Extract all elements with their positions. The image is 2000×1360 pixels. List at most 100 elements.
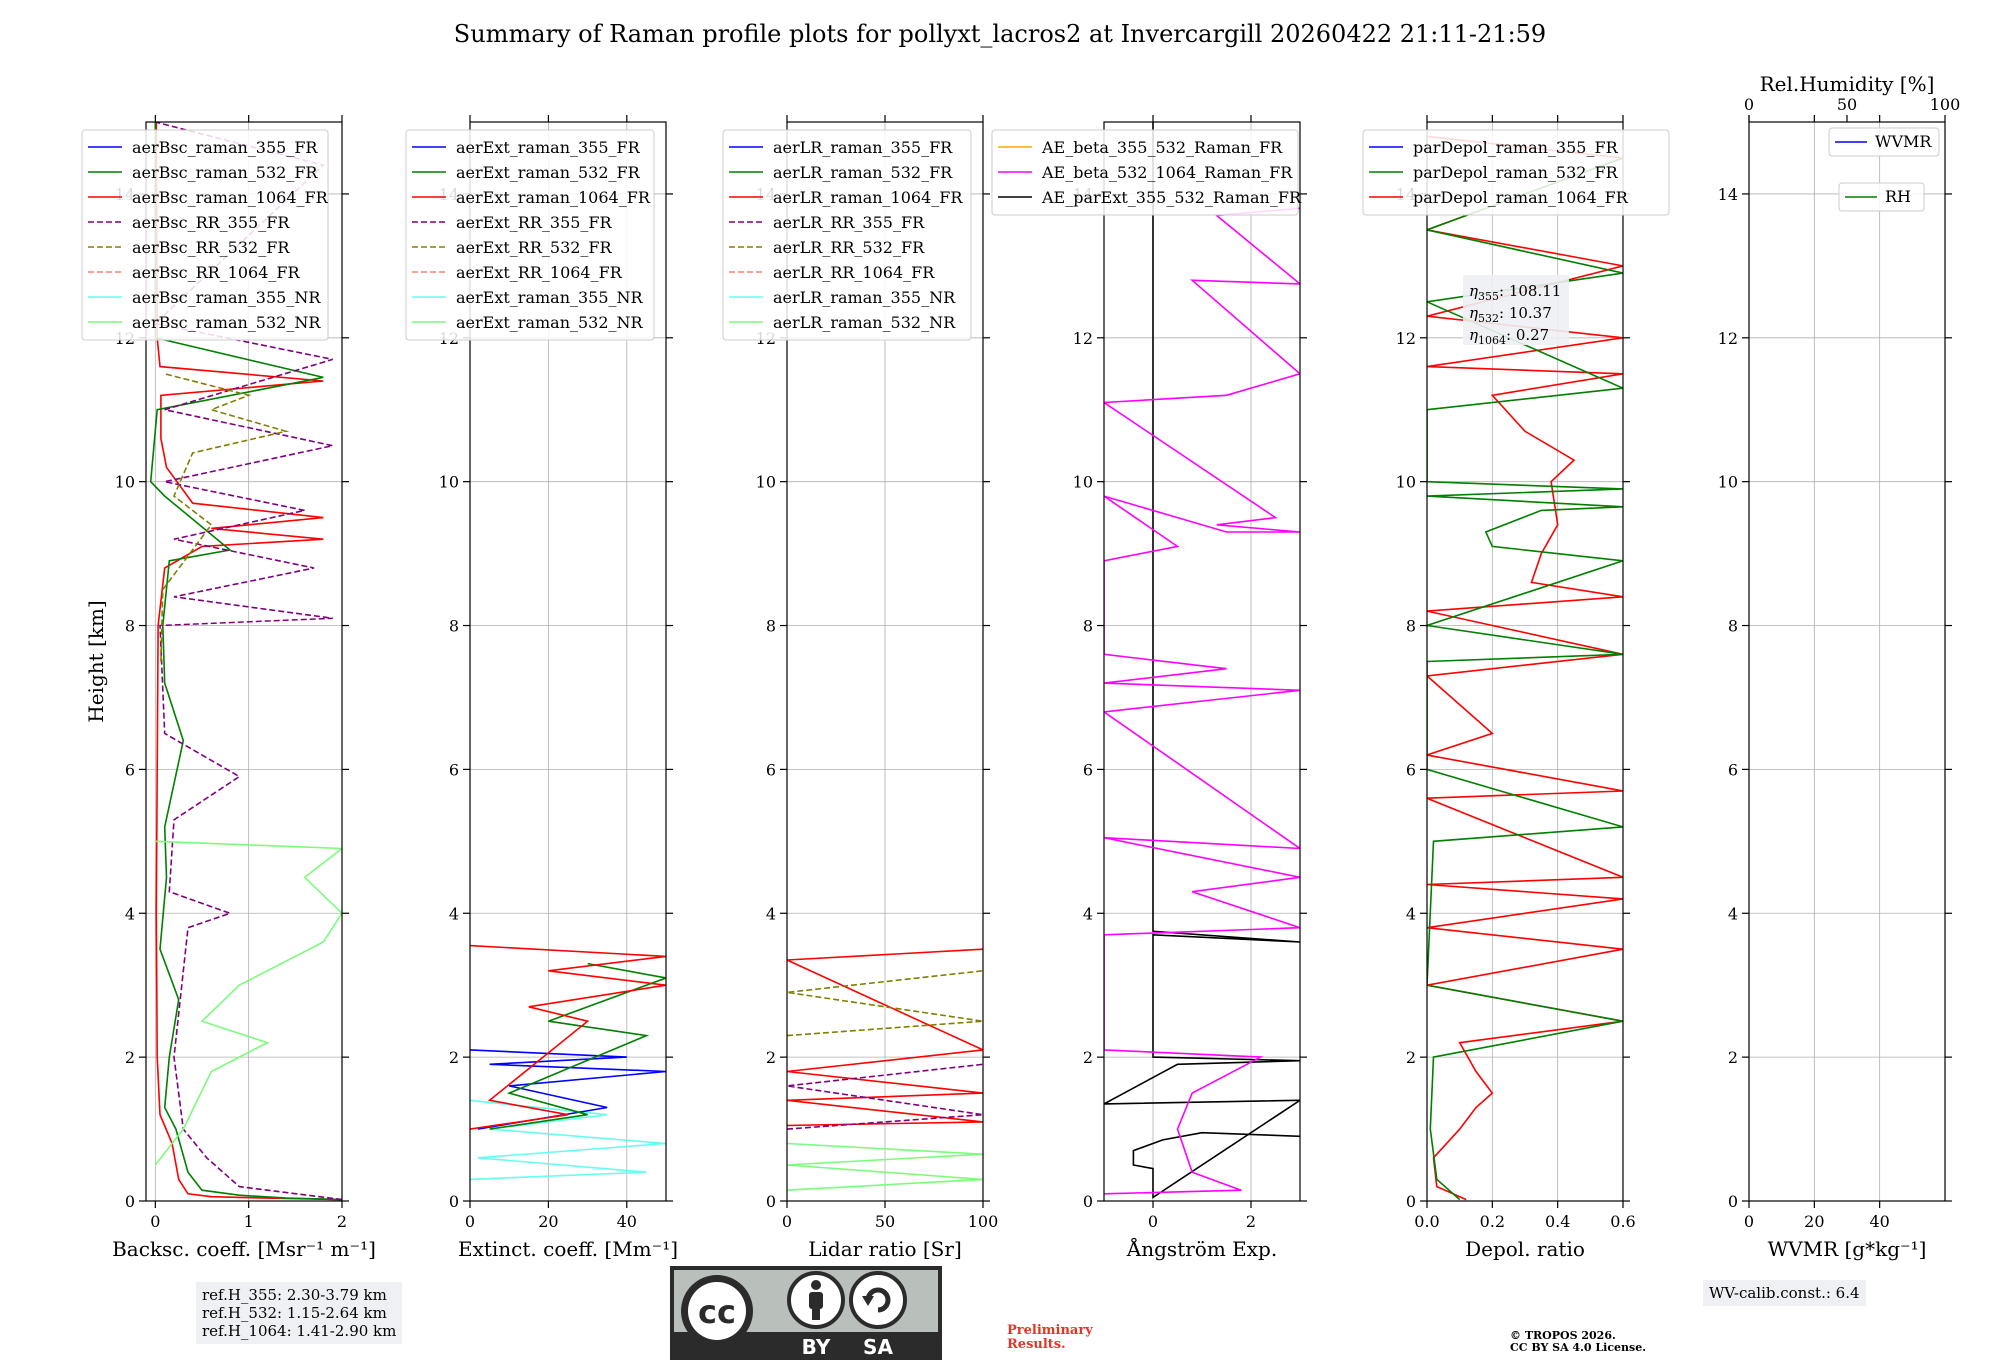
xtick-label: 50 [875,1212,895,1231]
series-aerExt_raman_532_FR [489,962,666,1130]
eta-1064: η1064: 0.27 [1469,326,1549,347]
xtick-label: 0.2 [1480,1212,1505,1231]
ylabel: Height [km] [84,600,108,722]
xtick-label: 0 [150,1212,160,1231]
panel-ext: 0246810121402040Extinct. coeff. [Mm⁻¹]ae… [405,115,678,1261]
series-aerLR_raman_532_NR [787,1142,983,1191]
xtick-label: 100 [968,1212,999,1231]
legend-label-aerBsc_RR_355_FR: aerBsc_RR_355_FR [132,213,290,232]
legend-label-aerLR_RR_355_FR: aerLR_RR_355_FR [773,213,925,232]
legend-label-aerLR_raman_355_FR: aerLR_raman_355_FR [773,138,953,157]
ytick-label: 10 [439,473,459,492]
ytick-label: 8 [125,617,135,636]
sa-share-icon [849,1271,907,1329]
eta-532: η532: 10.37 [1469,304,1552,325]
top-xtick-label: 0 [1744,95,1754,114]
legend-label-aerExt_RR_355_FR: aerExt_RR_355_FR [456,213,613,232]
svg-text:cc: cc [698,1293,736,1331]
series-aerBsc_raman_532_NR [154,840,342,1166]
ytick-label: 2 [125,1048,135,1067]
legend-label-aerExt_raman_532_NR: aerExt_raman_532_NR [456,313,644,332]
legend-label-aerLR_raman_532_FR: aerLR_raman_532_FR [773,163,953,182]
legend-bsc: aerBsc_raman_355_FR aerBsc_raman_532_FRae… [81,129,329,341]
legend-label-AE_parExt_355_532_Raman_FR: AE_parExt_355_532_Raman_FR [1041,188,1302,207]
preliminary-line2: Results. [1007,1337,1066,1352]
series-aerLR_raman_1064_FR [787,948,983,1127]
ytick-label: 4 [766,904,776,923]
ytick-label: 14 [1718,185,1738,204]
series-AE_beta_532_1064_Raman_FR [1104,207,1300,1195]
legend-label-parDepol_raman_532_FR: parDepol_raman_532_FR [1413,163,1619,182]
ytick-label: 4 [449,904,459,923]
ytick-label: 10 [1073,473,1093,492]
xtick-label: 40 [617,1212,637,1231]
legend-label-aerBsc_RR_1064_FR: aerBsc_RR_1064_FR [132,263,301,282]
legend-label-aerExt_raman_355_NR: aerExt_raman_355_NR [456,288,644,307]
legend-label-aerLR_raman_1064_FR: aerLR_raman_1064_FR [773,188,963,207]
ytick-label: 6 [1728,760,1738,779]
legend-label-AE_beta_355_532_Raman_FR: AE_beta_355_532_Raman_FR [1041,138,1283,157]
legend-label-aerLR_RR_1064_FR: aerLR_RR_1064_FR [773,263,935,282]
ytick-label: 10 [115,473,135,492]
ytick-label: 8 [1083,617,1093,636]
ytick-label: 10 [1718,473,1738,492]
ytick-label: 8 [1728,617,1738,636]
series-aerBsc_raman_1064_FR [155,122,342,1201]
badge-by-label: BY [802,1335,831,1359]
legend-ext: aerExt_raman_355_FR aerExt_raman_532_FRae… [405,129,655,341]
xtick-label: 40 [1869,1212,1889,1231]
ytick-label: 4 [125,904,135,923]
legend-label-aerExt_raman_532_FR: aerExt_raman_532_FR [456,163,641,182]
badge-sa-label: SA [863,1335,893,1359]
axes-frame [469,121,667,1202]
ytick-label: 0 [1728,1192,1738,1211]
axes-frame [1426,121,1624,1202]
legend-wv: WVMR RH [1828,127,1940,212]
axes-frame [1748,121,1946,1202]
legend-label-RH: RH [1885,187,1911,206]
wv-calib-box: WV-calib.const.: 6.4 [1703,1280,1866,1306]
ytick-label: 12 [1718,329,1738,348]
xtick-label: 0.4 [1545,1212,1570,1231]
ytick-label: 0 [1083,1192,1093,1211]
ytick-label: 6 [125,760,135,779]
panel-bsc: 02468101214012Backsc. coeff. [Msr⁻¹ m⁻¹]… [81,115,376,1261]
preliminary-note: Preliminary Results. [1007,1324,1093,1352]
ytick-label: 2 [766,1048,776,1067]
xtick-label: 0.0 [1414,1212,1439,1231]
ytick-label: 2 [449,1048,459,1067]
legend-label-aerBsc_raman_532_NR: aerBsc_raman_532_NR [132,313,321,332]
ytick-label: 2 [1083,1048,1093,1067]
ytick-label: 0 [449,1192,459,1211]
panel-wv: 0 2 4 6 8 10 12 14 0 20 40 WVMR [g*kg⁻¹] 0 50 100Rel.H… [1718,72,1961,1261]
series-aerBsc_RR_532_FR [160,373,290,662]
xtick-label: 2 [337,1212,347,1231]
top-xlabel: Rel.Humidity [%] [1760,72,1935,96]
legend-label-aerLR_RR_532_FR: aerLR_RR_532_FR [773,238,925,257]
xtick-label: 0 [1744,1212,1754,1231]
ytick-label: 6 [449,760,459,779]
ytick-label: 12 [1396,329,1416,348]
legend-label-aerBsc_raman_355_FR: aerBsc_raman_355_FR [132,138,318,157]
ytick-label: 8 [1406,617,1416,636]
legend-label-aerLR_raman_355_NR: aerLR_raman_355_NR [773,288,956,307]
series-parDepol_raman_532_FR [1427,157,1623,1201]
panel-lr: 02468101214050100Lidar ratio [Sr]aerLR_r… [722,115,999,1261]
ytick-label: 2 [1728,1048,1738,1067]
xtick-label: 1 [244,1212,254,1231]
legend-label-aerExt_RR_532_FR: aerExt_RR_532_FR [456,238,613,257]
top-xtick-label: 100 [1930,95,1961,114]
reference-height-box: ref.H_355: 2.30-3.79 km ref.H_532: 1.15-… [196,1282,403,1344]
legend-label-aerExt_raman_355_FR: aerExt_raman_355_FR [456,138,641,157]
legend-label-aerExt_RR_1064_FR: aerExt_RR_1064_FR [456,263,623,282]
refh-355: ref.H_355: 2.30-3.79 km [202,1286,387,1304]
series-aerBsc_RR_355_FR [153,122,342,1201]
wv-calib-text: WV-calib.const.: 6.4 [1709,1284,1860,1302]
legend-label-aerExt_raman_1064_FR: aerExt_raman_1064_FR [456,188,651,207]
refh-1064: ref.H_1064: 1.41-2.90 km [202,1322,397,1340]
xlabel-ae: Ångström Exp. [1126,1236,1277,1261]
axes-frame [1103,121,1301,1202]
legend-label-AE_beta_532_1064_Raman_FR: AE_beta_532_1064_Raman_FR [1041,163,1293,182]
top-xtick-label: 50 [1837,95,1857,114]
